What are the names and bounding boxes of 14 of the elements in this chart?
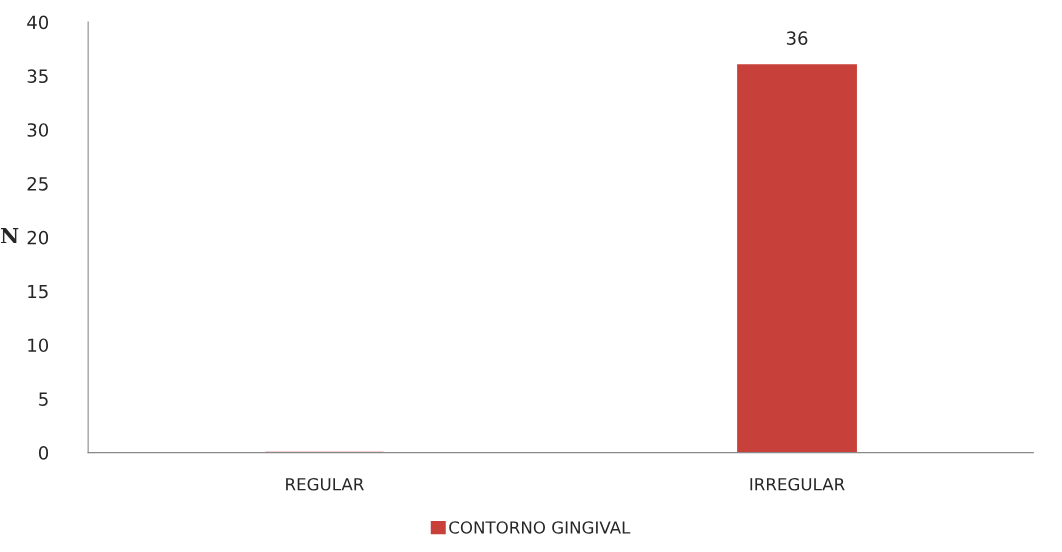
y-tick-label: 35 xyxy=(27,69,48,84)
y-tick-label: 5 xyxy=(39,392,48,406)
y-tick-label: 15 xyxy=(28,284,48,299)
legend-label: CONTORNO GINGIVAL xyxy=(449,521,631,534)
y-tick-label: 30 xyxy=(27,123,49,137)
x-tick-label: REGULAR xyxy=(286,477,364,491)
data-label: 36 xyxy=(786,31,808,45)
x-tick-label: IRREGULAR xyxy=(750,477,845,491)
y-tick-label: 40 xyxy=(27,15,49,30)
y-tick-label: 0 xyxy=(38,446,49,460)
y-axis-title: N xyxy=(1,227,19,244)
y-tick-label: 10 xyxy=(28,338,49,353)
y-tick-label: 20 xyxy=(27,230,49,245)
y-tick-label: 25 xyxy=(27,177,48,191)
